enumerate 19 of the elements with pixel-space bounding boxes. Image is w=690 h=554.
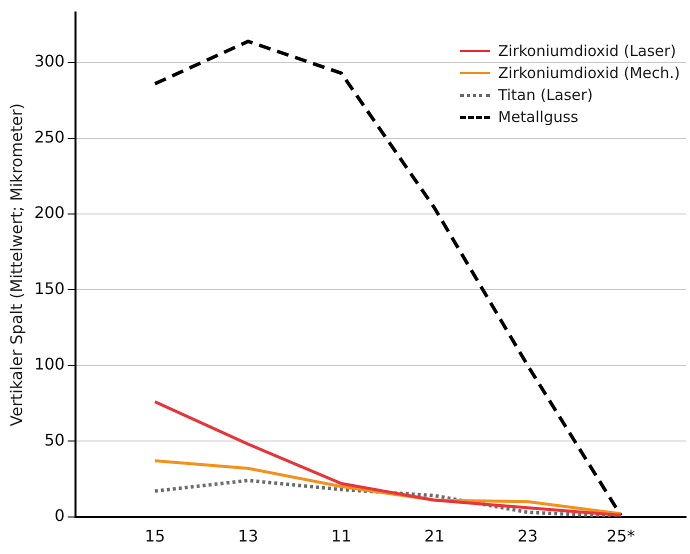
line-series [153,478,623,517]
x-tick-label: 23 [517,526,538,546]
x-tick-label: 11 [331,526,352,546]
legend-label: Zirkoniumdioxid (Laser) [498,42,676,60]
y-tick-label: 50 [44,430,65,450]
x-tick-label: 25* [606,526,635,546]
x-tick-label: 21 [424,526,445,546]
legend-label: Zirkoniumdioxid (Mech.) [498,64,680,82]
y-tick-label: 100 [34,354,65,374]
y-tick-label: 250 [34,127,65,146]
x-tick-label: 13 [238,526,258,546]
y-tick-label: 150 [34,278,65,298]
legend-label: Titan (Laser) [498,86,593,104]
y-axis-title: Vertikaler Spalt (Mittelwert; Mikrometer) [6,103,26,426]
y-tick-label: 300 [34,52,65,71]
y-tick-label: 200 [34,203,65,222]
x-tick-label: 15 [144,526,166,546]
y-tick-label: 0 [54,506,65,525]
legend-label: Metallguss [498,108,578,126]
